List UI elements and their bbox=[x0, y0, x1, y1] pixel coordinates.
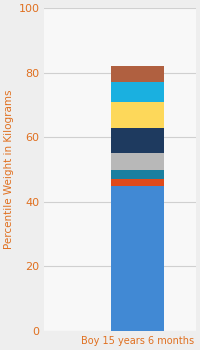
Bar bbox=[111, 128, 164, 153]
Bar bbox=[111, 153, 164, 169]
Bar bbox=[111, 66, 164, 82]
Bar bbox=[111, 186, 164, 331]
Bar bbox=[111, 102, 164, 128]
Y-axis label: Percentile Weight in Kilograms: Percentile Weight in Kilograms bbox=[4, 90, 14, 249]
Bar bbox=[111, 82, 164, 102]
Bar bbox=[111, 169, 164, 179]
Bar bbox=[111, 179, 164, 186]
